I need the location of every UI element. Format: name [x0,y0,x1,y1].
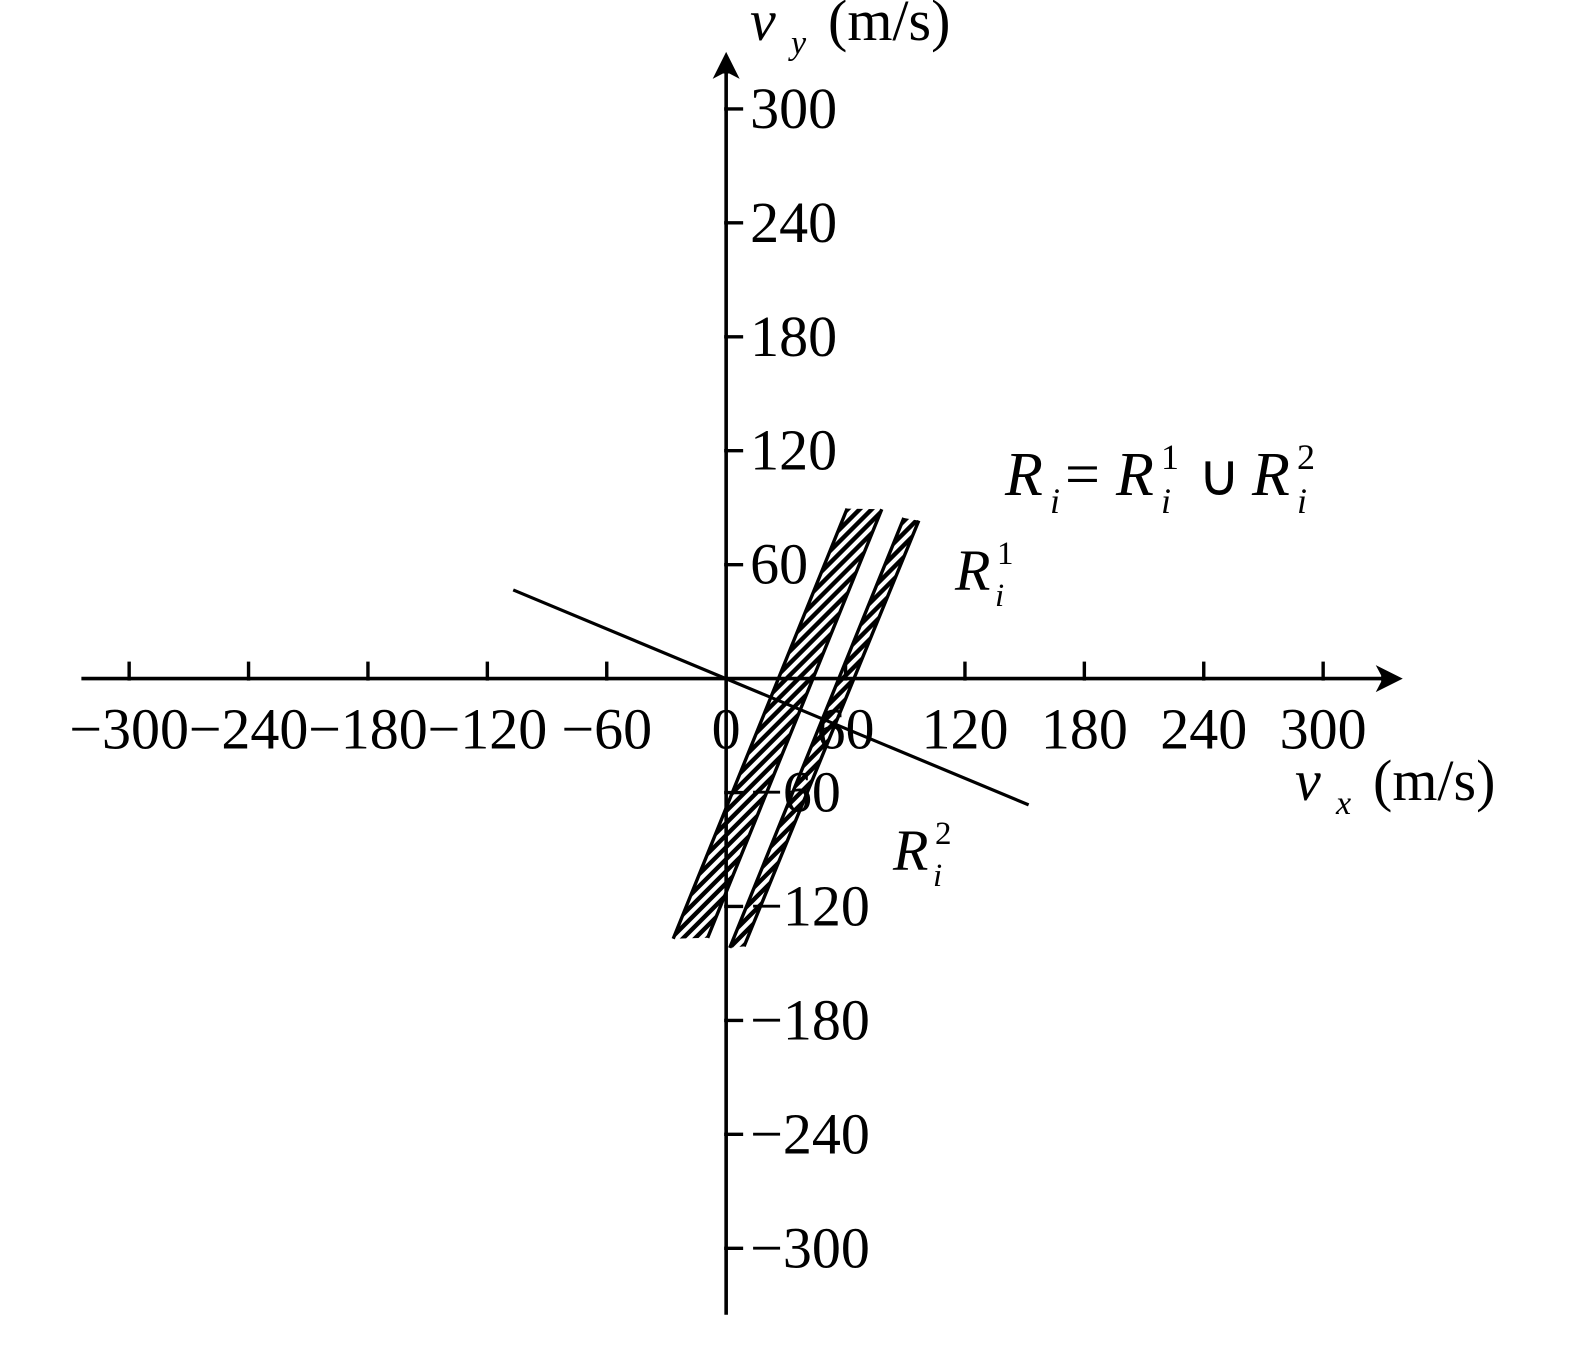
svg-text:−300: −300 [750,1215,870,1280]
svg-text:1: 1 [997,536,1014,572]
svg-text:240: 240 [750,190,837,255]
svg-text:R: R [954,538,990,603]
svg-text:R: R [1251,441,1290,509]
svg-text:180: 180 [1041,697,1128,762]
svg-text:60: 60 [750,532,808,597]
svg-text:v: v [750,0,776,53]
svg-text:−240: −240 [189,697,309,762]
svg-text:−180: −180 [750,987,870,1052]
svg-text:i: i [1297,481,1307,521]
svg-text:y: y [788,25,807,62]
svg-text:R: R [1115,441,1154,509]
svg-text:i: i [995,578,1004,614]
svg-text:240: 240 [1160,697,1247,762]
svg-text:−300: −300 [69,697,189,762]
svg-text:300: 300 [1280,697,1367,762]
svg-text:R: R [892,818,928,883]
svg-text:(m/s): (m/s) [828,0,950,53]
svg-text:−120: −120 [427,697,547,762]
svg-text:∪: ∪ [1198,443,1240,508]
svg-text:v: v [1295,748,1321,813]
svg-text:−240: −240 [750,1101,870,1166]
svg-text:−60: −60 [750,760,841,825]
svg-text:300: 300 [750,76,837,141]
svg-text:−180: −180 [308,697,428,762]
svg-text:2: 2 [935,816,952,852]
svg-text:180: 180 [750,304,837,369]
svg-text:120: 120 [750,418,837,483]
svg-text:i: i [933,858,942,894]
svg-text:2: 2 [1297,437,1315,477]
svg-text:−120: −120 [750,873,870,938]
svg-text:120: 120 [921,697,1008,762]
svg-text:R: R [1004,441,1043,509]
svg-text:i: i [1050,481,1060,521]
svg-text:i: i [1161,481,1171,521]
svg-text:=: = [1065,441,1100,509]
svg-text:1: 1 [1161,437,1179,477]
svg-text:60: 60 [817,697,875,762]
svg-text:−60: −60 [561,697,652,762]
svg-text:(m/s): (m/s) [1373,748,1495,813]
svg-text:0: 0 [712,697,741,762]
svg-text:x: x [1335,785,1351,822]
